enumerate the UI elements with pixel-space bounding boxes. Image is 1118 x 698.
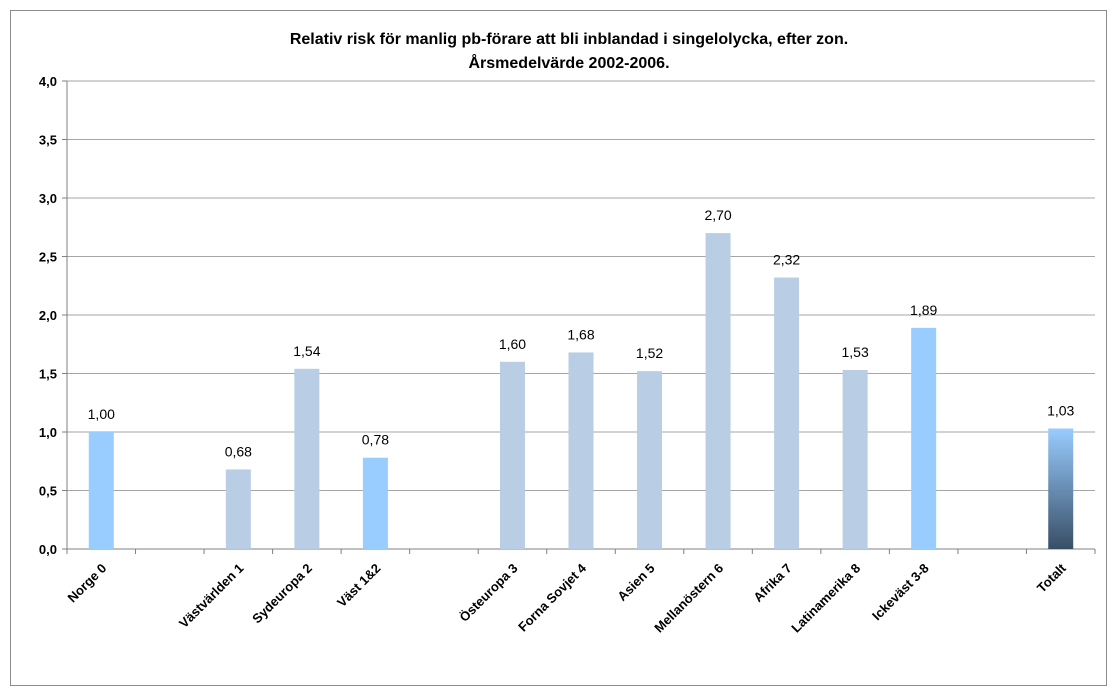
bar-value-label: 1,00 bbox=[88, 406, 115, 422]
bars bbox=[88, 233, 1074, 549]
bar-value-label: 0,78 bbox=[362, 432, 389, 448]
bar bbox=[911, 327, 937, 549]
x-tick-labels: Norge 0 Västvärlden 1 Sydeuropa 2 Väst 1&2 Ö… bbox=[65, 560, 1070, 636]
bar-value-label: 0,68 bbox=[225, 443, 252, 459]
bar bbox=[362, 457, 388, 549]
bar bbox=[225, 469, 251, 549]
bar bbox=[1048, 428, 1074, 549]
y-tick-label: 0,0 bbox=[39, 542, 57, 557]
bar bbox=[705, 233, 731, 549]
bar-value-label: 2,32 bbox=[773, 252, 800, 268]
bar bbox=[774, 277, 800, 549]
x-tick-label: Totalt bbox=[1034, 560, 1069, 595]
bar-value-label: 2,70 bbox=[704, 207, 731, 223]
y-tick-label: 2,5 bbox=[39, 250, 57, 265]
x-tick-label: Sydeuropa 2 bbox=[249, 561, 315, 627]
bar bbox=[568, 352, 594, 549]
bar bbox=[88, 432, 114, 549]
bar-value-label: 1,53 bbox=[842, 344, 869, 360]
bar-value-label: 1,52 bbox=[636, 345, 663, 361]
x-tick-label: Väst 1&2 bbox=[334, 561, 383, 610]
y-tick-label: 3,5 bbox=[39, 133, 57, 148]
bar bbox=[294, 368, 320, 549]
y-tick-label: 1,5 bbox=[39, 367, 57, 382]
bar-value-label: 1,54 bbox=[293, 343, 320, 359]
bar-value-label: 1,60 bbox=[499, 336, 526, 352]
chart-title: Relativ risk för manlig pb-förare att bl… bbox=[290, 31, 848, 48]
bar bbox=[637, 371, 663, 549]
x-tick-label: Ickeväst 3-8 bbox=[869, 561, 932, 624]
y-tick-label: 3,0 bbox=[39, 191, 57, 206]
x-tick-label: Latinamerika 8 bbox=[788, 561, 863, 636]
bar bbox=[842, 369, 868, 549]
x-tick-label: Afrika 7 bbox=[750, 561, 794, 605]
bar bbox=[499, 361, 525, 549]
chart-subtitle: Årsmedelvärde 2002-2006. bbox=[468, 53, 669, 72]
bar-value-label: 1,68 bbox=[567, 326, 594, 342]
bar-value-label: 1,03 bbox=[1047, 402, 1074, 418]
x-tick-label: Mellanöstern 6 bbox=[651, 561, 726, 636]
x-tick-label: Norge 0 bbox=[65, 561, 110, 606]
x-tick-label: Västvärlden 1 bbox=[176, 561, 246, 631]
x-tick-label: Asien 5 bbox=[614, 561, 657, 604]
y-tick-label: 2,0 bbox=[39, 308, 57, 323]
y-tick-labels: 0,0 0,5 1,0 1,5 2,0 2,5 3,0 3,5 4,0 bbox=[39, 74, 57, 557]
data-labels: 1,00 0,68 1,54 0,78 1,60 1,68 1,52 2,70 2,32 1,53… bbox=[88, 207, 1075, 459]
x-tick-label: Forna Sovjet 4 bbox=[515, 560, 589, 634]
y-tick-label: 4,0 bbox=[39, 74, 57, 89]
x-tick-label: Östeuropa 3 bbox=[456, 561, 520, 625]
y-tick-label: 0,5 bbox=[39, 484, 57, 499]
bar-value-label: 1,89 bbox=[910, 302, 937, 318]
y-tick-label: 1,0 bbox=[39, 425, 57, 440]
